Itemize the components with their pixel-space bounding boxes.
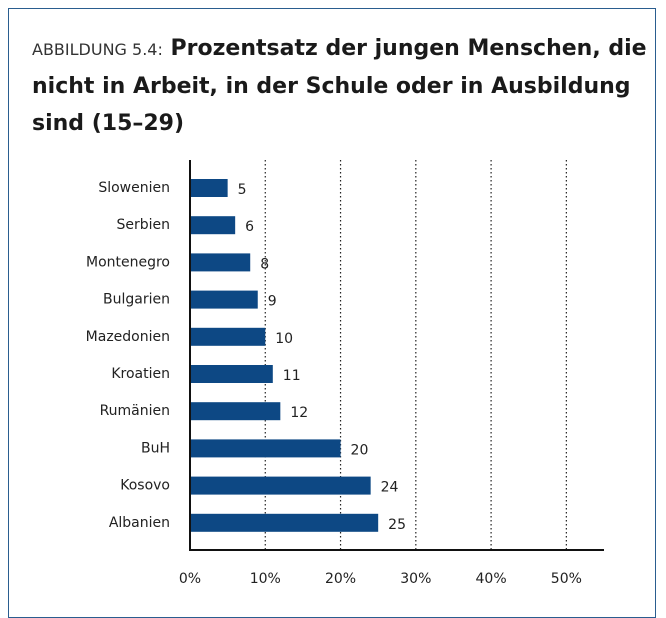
y-tick-label: Albanien (109, 515, 170, 531)
figure-label: ABBILDUNG 5.4: (32, 40, 163, 59)
chart: 0% 10% 20% 30% 40% 50% Slowenien 5 Serbien 6 Monte… (86, 160, 604, 587)
chart-title: Prozentsatz der jungen Menschen, die nic… (32, 36, 647, 136)
bar (190, 290, 258, 309)
title-block: ABBILDUNG 5.4: Prozentsatz der jungen Me… (32, 30, 652, 142)
value-label: 10 (275, 331, 293, 347)
bar (190, 327, 266, 346)
value-label: 6 (245, 219, 254, 235)
value-label: 12 (290, 405, 308, 421)
bar (190, 365, 273, 383)
value-label: 25 (388, 517, 406, 533)
y-tick-label: Bulgarien (103, 292, 170, 308)
value-label: 11 (283, 368, 301, 384)
y-tick-label: Montenegro (86, 254, 170, 270)
x-tick-label: 20% (325, 571, 356, 587)
y-tick-label: Mazedonien (86, 329, 170, 345)
bar (190, 402, 281, 421)
value-label: 9 (268, 294, 277, 310)
x-tick-label: 50% (551, 571, 582, 587)
bar (190, 253, 251, 272)
y-tick-label: Kroatien (111, 366, 170, 382)
bar (190, 216, 236, 235)
y-tick-label: Slowenien (98, 180, 170, 196)
value-label: 20 (351, 442, 369, 458)
page: ABBILDUNG 5.4: Prozentsatz der jungen Me… (8, 8, 656, 618)
x-tick-label: 40% (476, 571, 507, 587)
bar (190, 179, 228, 197)
y-tick-label: Kosovo (120, 478, 170, 494)
x-tick-label: 30% (400, 571, 431, 587)
x-tick-label: 10% (250, 571, 281, 587)
y-tick-label: BuH (141, 440, 170, 456)
value-label: 8 (260, 256, 269, 272)
bar (190, 439, 341, 458)
value-label: 24 (381, 480, 399, 496)
bar (190, 513, 379, 532)
x-tick-label: 0% (179, 571, 201, 587)
y-tick-label: Serbien (116, 217, 170, 233)
bar (190, 476, 371, 495)
value-label: 5 (238, 182, 247, 198)
y-tick-label: Rumänien (100, 403, 170, 419)
